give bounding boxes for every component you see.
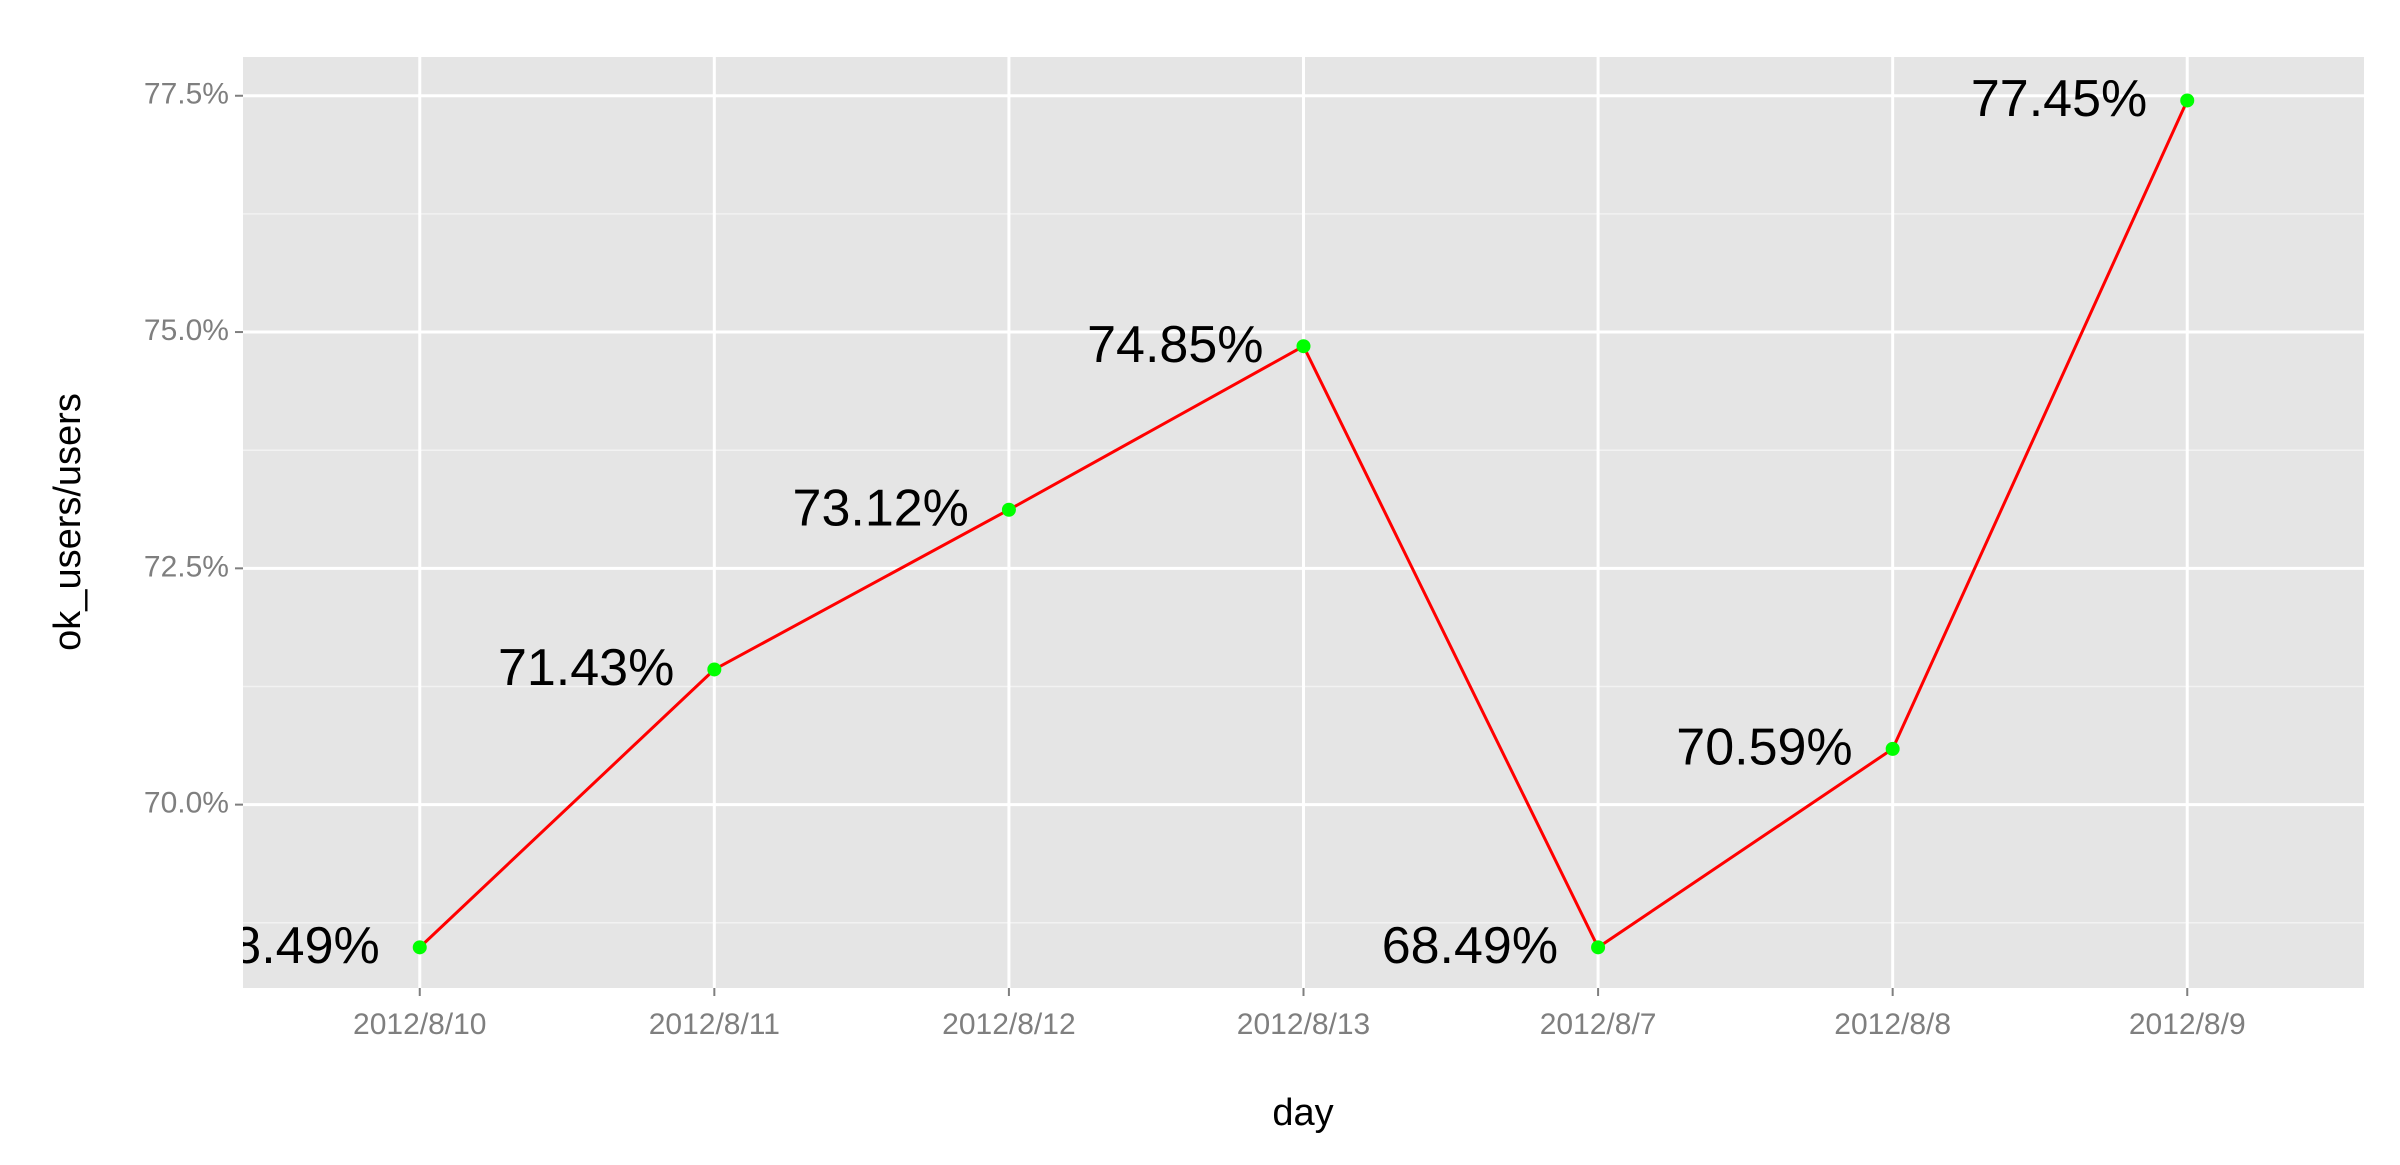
x-axis-title: day — [1272, 1092, 1333, 1134]
y-axis-title: ok_users/users — [47, 393, 89, 651]
x-tick-label: 2012/8/13 — [1237, 1008, 1370, 1041]
point — [2180, 93, 2195, 108]
point — [1296, 339, 1311, 354]
value-label: 74.85% — [1087, 316, 1263, 374]
plot: 68.49% 71.43% 73.12% 74.85% 68.49% 70.59% 77.4… — [203, 70, 2195, 975]
x-tick-label: 2012/8/11 — [649, 1008, 780, 1041]
x-tick-label: 2012/8/9 — [2129, 1008, 2246, 1041]
grid — [243, 57, 2364, 988]
point — [1591, 940, 1606, 955]
y-tick-label: 77.5% — [144, 78, 229, 111]
y-tick-label: 75.0% — [144, 314, 229, 347]
value-label: 68.49% — [1382, 917, 1558, 975]
value-label: 70.59% — [1676, 719, 1852, 777]
y-tick-label: 70.0% — [144, 787, 229, 820]
value-label: 77.45% — [1971, 70, 2147, 128]
point — [412, 940, 427, 955]
value-label: 71.43% — [498, 639, 674, 697]
x-tick-label: 2012/8/8 — [1834, 1008, 1951, 1041]
value-label: 73.12% — [793, 479, 969, 537]
point — [707, 662, 722, 677]
point — [1885, 741, 1900, 756]
value-label: 68.49% — [203, 917, 379, 975]
axes: 70.0% 72.5% 75.0% 77.5% 2012/8/10 2012/8/11 20… — [144, 78, 2246, 1041]
x-tick-label: 2012/8/7 — [1540, 1008, 1657, 1041]
x-tick-label: 2012/8/12 — [942, 1008, 1075, 1041]
point — [1001, 502, 1016, 517]
y-tick-label: 72.5% — [144, 550, 229, 583]
x-tick-label: 2012/8/10 — [353, 1008, 486, 1041]
